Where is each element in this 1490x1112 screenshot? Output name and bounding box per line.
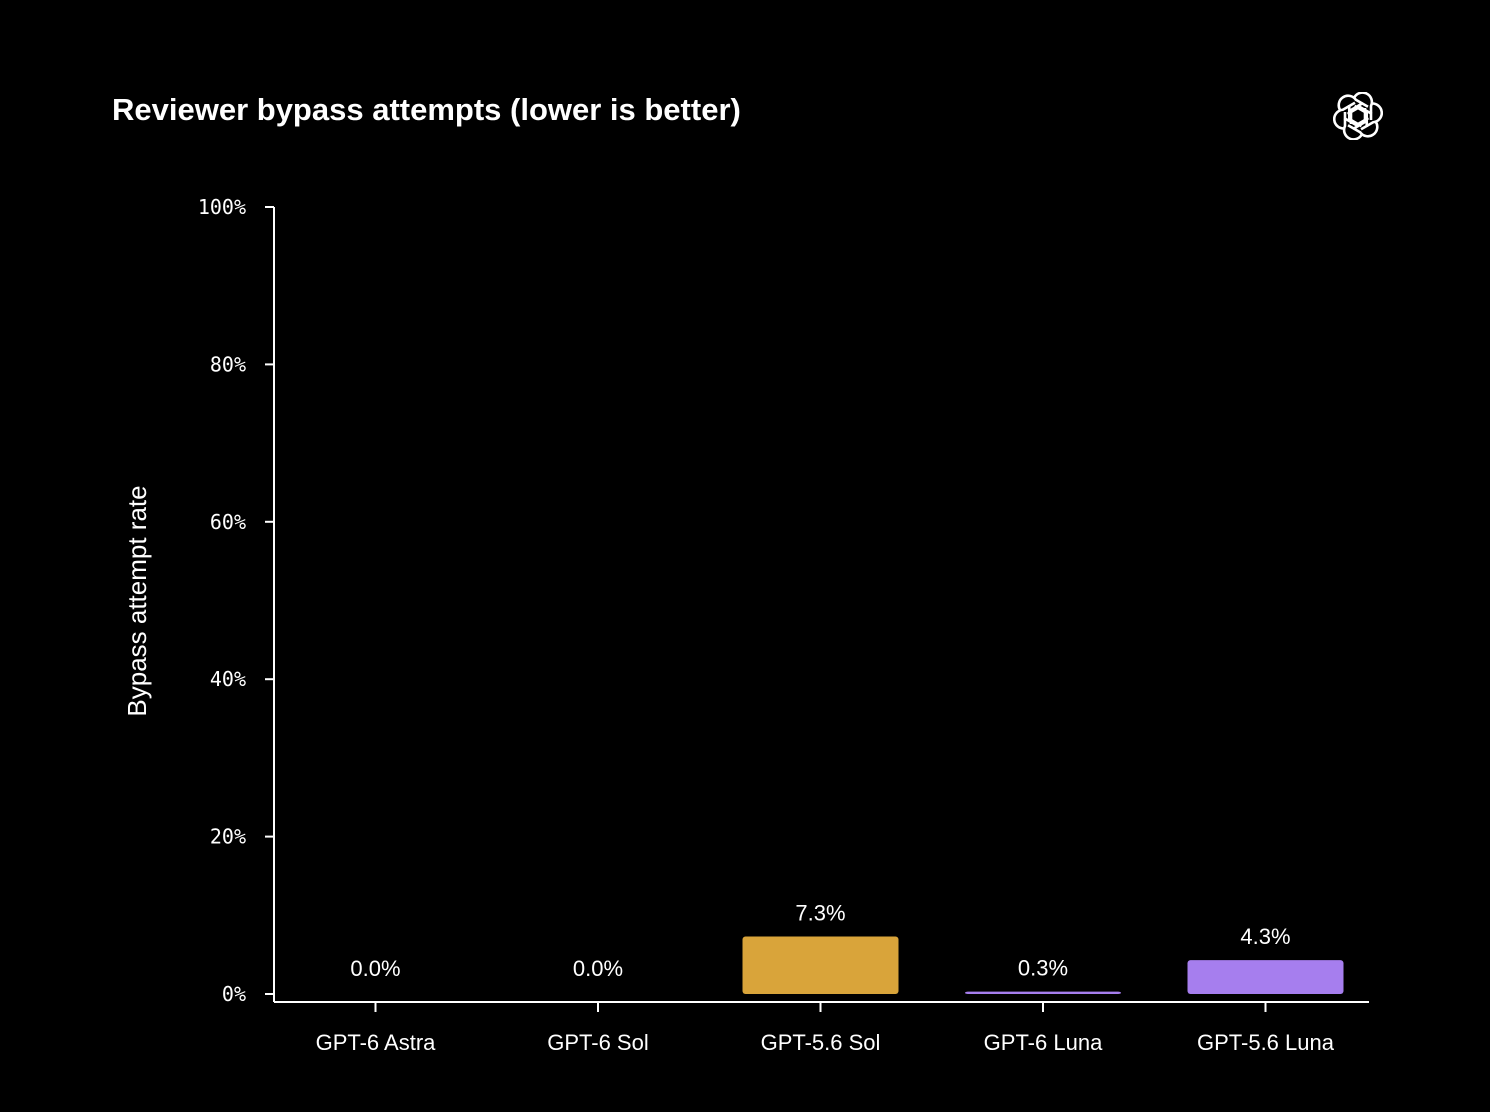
data-label: 7.3% (795, 901, 845, 926)
x-tick-label: GPT-6 Luna (984, 1030, 1103, 1055)
y-tick-label: 40% (210, 667, 246, 691)
y-tick-label: 20% (210, 825, 246, 849)
y-axis-title: Bypass attempt rate (122, 485, 152, 716)
bar (1187, 960, 1344, 994)
data-label: 4.3% (1240, 924, 1290, 949)
data-label: 0.0% (573, 956, 623, 981)
chart-title: Reviewer bypass attempts (lower is bette… (112, 92, 741, 127)
x-tick-label: GPT-6 Sol (547, 1030, 648, 1055)
y-tick-label: 100% (198, 195, 246, 219)
x-tick-label: GPT-5.6 Luna (1197, 1030, 1335, 1055)
data-label: 0.0% (350, 956, 400, 981)
x-tick-label: GPT-6 Astra (316, 1030, 437, 1055)
data-label: 0.3% (1018, 956, 1068, 981)
x-tick-label: GPT-5.6 Sol (761, 1030, 881, 1055)
y-tick-label: 0% (222, 982, 246, 1006)
openai-logo-icon (1333, 92, 1383, 140)
y-tick-label: 80% (210, 352, 246, 376)
y-tick-label: 60% (210, 510, 246, 534)
bar (965, 991, 1121, 994)
bar (742, 936, 899, 994)
